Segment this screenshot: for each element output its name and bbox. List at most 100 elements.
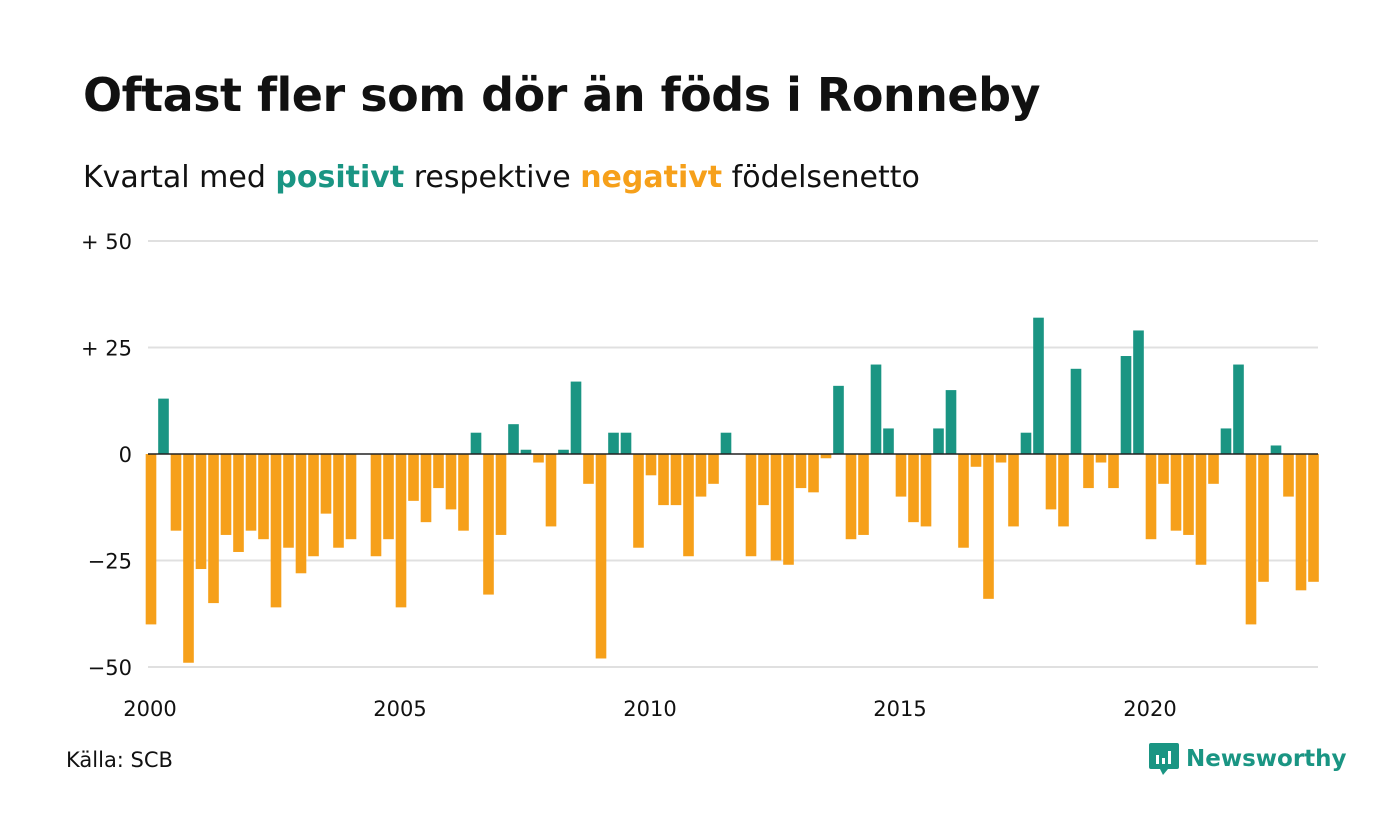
subtitle-text-before: Kvartal med xyxy=(83,160,276,195)
logo-text: Newsworthy xyxy=(1186,746,1347,772)
bar xyxy=(270,454,282,608)
bar xyxy=(308,454,319,557)
bar xyxy=(595,454,607,659)
bar xyxy=(158,398,169,454)
bar xyxy=(1133,330,1144,454)
newsworthy-logo: Newsworthy xyxy=(1148,742,1347,776)
bar xyxy=(895,454,907,497)
chart-title: Oftast fler som dör än föds i Ronneby xyxy=(83,68,1041,122)
bar xyxy=(295,454,307,574)
y-tick-label: + 50 xyxy=(81,230,132,254)
bar xyxy=(195,454,207,570)
bar xyxy=(395,454,407,608)
subtitle-text-after: födelsenetto xyxy=(722,160,920,195)
bar xyxy=(1108,454,1119,489)
subtitle-text-middle: respektive xyxy=(404,160,581,195)
subtitle-negative-label: negativt xyxy=(580,160,723,195)
subtitle-positive-label: positivt xyxy=(275,160,405,195)
bar xyxy=(545,454,557,527)
bar xyxy=(470,432,482,454)
bar xyxy=(920,454,932,527)
newsworthy-chart-bubble-icon xyxy=(1149,743,1179,775)
bar-chart: + 50 + 25 0 −25 −50 2000 2005 2010 2015 2020 xyxy=(81,230,1319,721)
bar xyxy=(845,454,857,540)
bar xyxy=(183,454,194,663)
bar xyxy=(958,454,969,548)
bar xyxy=(583,454,594,484)
bar xyxy=(245,454,257,531)
bar xyxy=(383,454,394,540)
bar xyxy=(320,454,332,514)
bar xyxy=(1183,454,1194,535)
bar xyxy=(908,454,919,523)
bar xyxy=(170,454,182,531)
bar xyxy=(495,454,507,535)
bar xyxy=(620,432,632,454)
x-tick-label: 2015 xyxy=(873,697,926,721)
bar xyxy=(1270,445,1282,454)
bar xyxy=(683,454,694,557)
bar xyxy=(995,454,1007,463)
bar xyxy=(745,454,757,557)
bar xyxy=(933,428,944,454)
bar xyxy=(558,449,569,454)
bar xyxy=(520,449,532,454)
bar xyxy=(795,454,807,489)
bar xyxy=(1233,364,1244,454)
bar xyxy=(608,432,619,454)
bar xyxy=(1095,454,1107,463)
bar xyxy=(833,385,844,454)
source-label: Källa: SCB xyxy=(66,748,173,772)
bar xyxy=(695,454,707,497)
bar xyxy=(1308,454,1319,582)
y-tick-label: −50 xyxy=(88,656,132,680)
bar xyxy=(770,454,782,561)
bar xyxy=(1045,454,1057,510)
bar xyxy=(345,454,357,540)
bar xyxy=(970,454,982,467)
bar xyxy=(1283,454,1294,497)
x-tick-label: 2005 xyxy=(373,697,426,721)
bars xyxy=(145,317,1319,663)
bar xyxy=(645,454,657,476)
bar xyxy=(1070,368,1082,454)
bar xyxy=(820,454,832,459)
bar xyxy=(208,454,219,604)
bar xyxy=(633,454,644,548)
bar xyxy=(708,454,719,484)
bar xyxy=(333,454,344,548)
bar xyxy=(808,454,819,493)
bar xyxy=(1120,356,1132,454)
bar xyxy=(883,428,894,454)
x-tick-label: 2010 xyxy=(623,697,676,721)
x-tick-label: 2000 xyxy=(123,697,176,721)
bar xyxy=(1195,454,1207,565)
bar xyxy=(220,454,232,535)
bar xyxy=(283,454,294,548)
bar xyxy=(445,454,457,510)
bar xyxy=(233,454,244,552)
bar xyxy=(758,454,769,506)
bar xyxy=(1295,454,1307,591)
bar xyxy=(720,432,732,454)
bar xyxy=(533,454,544,463)
bar xyxy=(458,454,469,531)
chart-subtitle: Kvartal med positivt respektive negativt… xyxy=(83,160,920,195)
bar xyxy=(1033,317,1044,454)
bar xyxy=(420,454,432,523)
bar xyxy=(1245,454,1257,625)
bar xyxy=(1170,454,1182,531)
bar xyxy=(145,454,157,625)
bar xyxy=(1083,454,1094,489)
bar xyxy=(570,381,582,454)
bar xyxy=(1020,432,1032,454)
bar xyxy=(370,454,382,557)
bar xyxy=(258,454,269,540)
bar xyxy=(858,454,869,535)
bar xyxy=(1008,454,1019,527)
axis-labels: + 50 + 25 0 −25 −50 2000 2005 2010 2015 2020 xyxy=(81,230,1177,721)
bar xyxy=(433,454,444,489)
bar xyxy=(983,454,994,599)
bar xyxy=(508,424,519,454)
y-tick-label: −25 xyxy=(88,550,132,574)
